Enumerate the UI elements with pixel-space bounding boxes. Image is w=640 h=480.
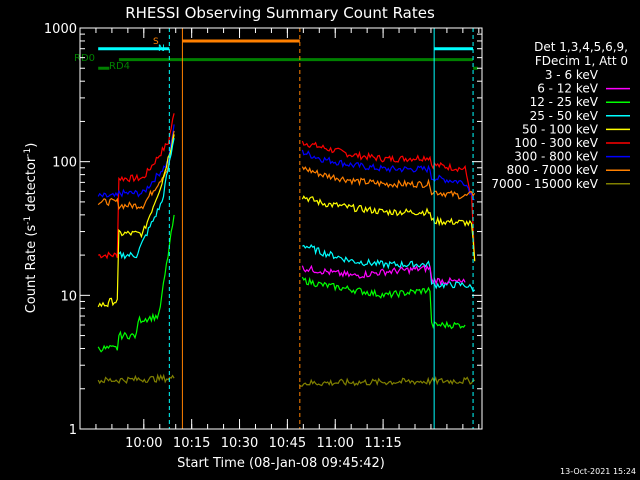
flag-label-rd0: RD0 [74, 53, 95, 64]
y-tick-label-2: 100 [52, 156, 77, 171]
y-axis-label: Count Rate (s-1 detector-1) [23, 143, 39, 314]
legend: Det 1,3,4,5,6,9, FDecim 1, Att 0 3 - 6 k… [491, 40, 630, 191]
x-axis-label: Start Time (08-Jan-08 09:45:42) [177, 456, 385, 471]
legend-label-0: 3 - 6 keV [545, 68, 599, 82]
x-tick-label-3: 10:45 [269, 436, 306, 451]
flag-label-s: S [153, 37, 159, 47]
series-line-6-0 [301, 264, 466, 286]
series-line-1-0 [97, 124, 175, 198]
chart-title: RHESSI Observing Summary Count Rates [125, 4, 435, 22]
y-tick-label-1: 10 [60, 289, 77, 304]
series-line-8-0 [97, 373, 175, 385]
axes: 1 10 100 1000 10:00 10:15 10:30 10:45 11:00 11:15 [44, 22, 482, 451]
series-line-8-1 [298, 376, 475, 387]
legend-label-4: 50 - 100 keV [522, 122, 599, 136]
footer-date: 13-Oct-2021 15:24 [560, 467, 636, 476]
series-line-1-1 [301, 149, 475, 201]
y-axis-label-main: Count Rate (s [24, 225, 39, 314]
series-line-4-0 [118, 137, 175, 260]
y-axis-label-tail: detector [24, 156, 39, 216]
series-line-7-0 [302, 333, 431, 369]
legend-header-line-1: Det 1,3,4,5,6,9, [534, 40, 628, 54]
x-tick-label-5: 11:15 [364, 436, 401, 451]
series-line-2-0 [97, 130, 175, 211]
legend-label-1: 6 - 12 keV [537, 82, 599, 96]
y-tick-label-0: 1 [69, 423, 77, 438]
plot-frame [79, 27, 483, 430]
legend-label-7: 800 - 7000 keV [507, 163, 599, 177]
x-tick-label-2: 10:30 [221, 436, 258, 451]
series-line-5-0 [97, 214, 175, 353]
x-tick-label-0: 10:00 [125, 436, 162, 451]
series-line-3-1 [301, 195, 476, 262]
y-axis-label-sup2: -1 [23, 148, 33, 157]
series-line-0-0 [98, 113, 175, 260]
flag-label-rd4: RD4 [109, 61, 130, 72]
y-tick-label-3: 1000 [44, 22, 77, 37]
legend-label-6: 300 - 800 keV [514, 150, 598, 164]
series-line-2-1 [301, 166, 476, 200]
x-tick-label-4: 11:00 [317, 436, 354, 451]
legend-label-8: 7000 - 15000 keV [491, 177, 598, 191]
series-line-0-1 [301, 140, 476, 262]
legend-label-5: 100 - 300 keV [514, 136, 598, 150]
y-axis-label-end: ) [24, 143, 39, 148]
flag-label-n: N [158, 44, 165, 54]
legend-header-line-2: FDecim 1, Att 0 [535, 54, 628, 68]
x-tick-label-1: 10:15 [173, 436, 210, 451]
series-line-3-0 [97, 134, 175, 308]
legend-label-3: 25 - 50 keV [530, 109, 599, 123]
series-line-5-1 [301, 276, 466, 330]
y-axis-label-sup: -1 [23, 216, 33, 225]
legend-label-2: 12 - 25 keV [530, 95, 599, 109]
plot-area: RD0 RD4 SN [74, 28, 478, 429]
